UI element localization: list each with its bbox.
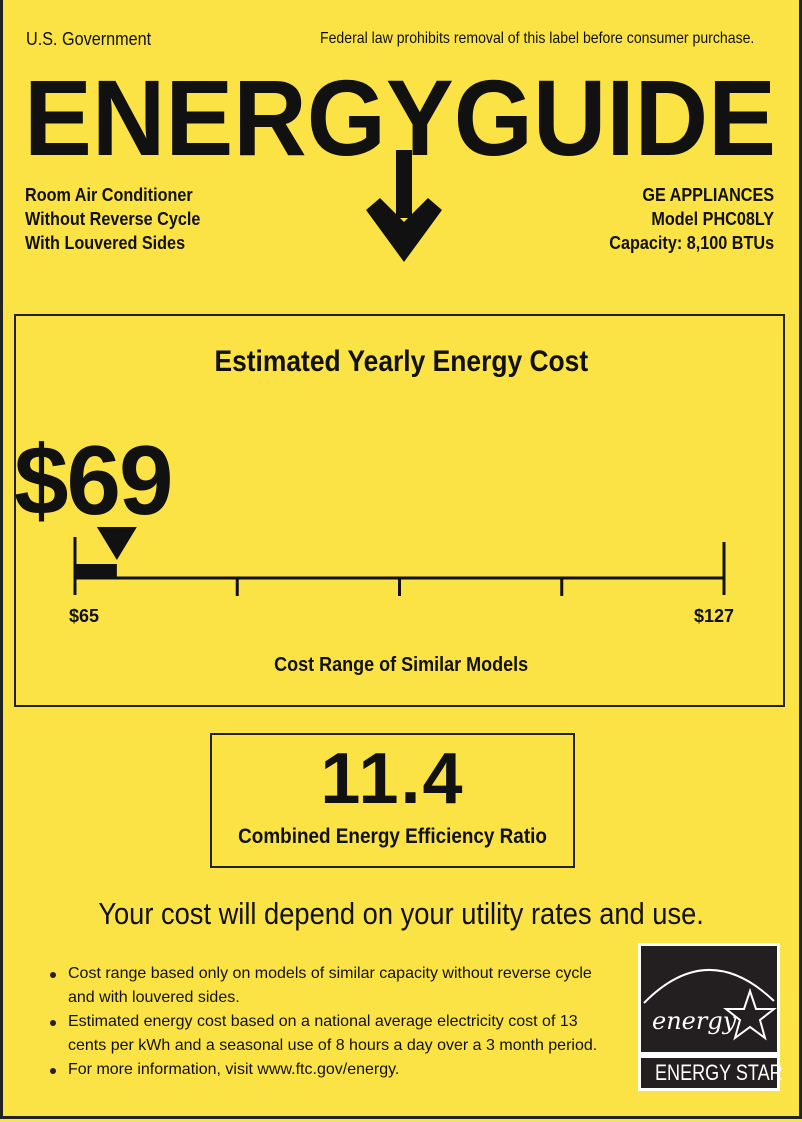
yearly-cost-heading: Estimated Yearly Energy Cost bbox=[214, 345, 588, 378]
range-min-label: $65 bbox=[69, 606, 100, 626]
disclaimer: Your cost will depend on your utility ra… bbox=[98, 896, 704, 931]
capacity: Capacity: 8,100 BTUs bbox=[609, 233, 774, 253]
model-number: Model PHC08LY bbox=[651, 209, 774, 229]
range-max-label: $127 bbox=[694, 606, 735, 626]
energyguide-logo: ENERGYGUIDE bbox=[24, 57, 776, 262]
down-arrow-icon bbox=[366, 150, 442, 262]
energy-star-text: ENERGY STAR bbox=[655, 1060, 783, 1085]
efficiency-label: Combined Energy Efficiency Ratio bbox=[238, 825, 547, 848]
cost-range-scale bbox=[73, 527, 726, 596]
yearly-cost-box bbox=[14, 314, 785, 707]
government-label: U.S. Government bbox=[26, 29, 152, 49]
note-item: For more information, visit www.ftc.gov/… bbox=[48, 1058, 597, 1082]
energy-star-logo: energy ENERGY STAR bbox=[638, 943, 783, 1091]
range-caption: Cost Range of Similar Models bbox=[273, 654, 529, 676]
efficiency-box bbox=[210, 733, 575, 868]
product-line: Room Air Conditioner bbox=[25, 185, 193, 205]
energy-script: energy bbox=[652, 1007, 737, 1035]
manufacturer-info: GE APPLIANCES Model PHC08LY Capacity: 8,… bbox=[591, 183, 774, 255]
cost-marker-icon bbox=[96, 527, 137, 560]
product-line: Without Reverse Cycle bbox=[25, 209, 201, 229]
removal-notice: Federal law prohibits removal of this la… bbox=[320, 30, 755, 47]
note-item: Estimated energy cost based on a nationa… bbox=[48, 1010, 597, 1058]
cost-bar bbox=[75, 564, 117, 578]
product-line: With Louvered Sides bbox=[25, 233, 186, 253]
yearly-cost-value: $69 bbox=[14, 425, 174, 535]
efficiency-value: 11.4 bbox=[320, 739, 465, 819]
note-item: Cost range based only on models of simil… bbox=[48, 962, 597, 1010]
notes-list: Cost range based only on models of simil… bbox=[48, 962, 597, 1082]
manufacturer-name: GE APPLIANCES bbox=[642, 185, 774, 205]
product-description: Room Air Conditioner Without Reverse Cyc… bbox=[25, 183, 220, 255]
star-icon bbox=[723, 987, 777, 1041]
